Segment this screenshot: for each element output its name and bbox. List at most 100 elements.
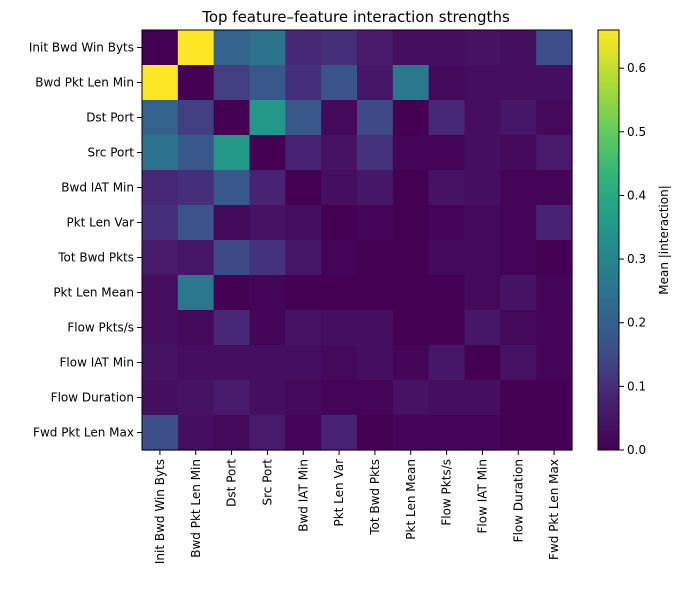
heatmap-cell xyxy=(285,345,322,381)
x-tick-labels: Init Bwd Win Byts Bwd Pkt Len Min Dst Port… xyxy=(153,450,561,564)
heatmap-cell xyxy=(464,240,501,276)
heatmap-cell xyxy=(464,205,501,241)
heatmap-cell xyxy=(285,380,322,416)
heatmap-cell xyxy=(142,310,179,346)
y-tick-label: Fwd Pkt Len Max xyxy=(33,426,134,440)
heatmap-cell xyxy=(177,135,215,171)
heatmap-cell xyxy=(392,135,430,171)
x-tick-label: Dst Port xyxy=(225,459,239,507)
heatmap-cell xyxy=(428,100,466,136)
y-tick-label: Flow Duration xyxy=(51,391,134,405)
x-tick-label: Pkt Len Mean xyxy=(404,459,418,540)
heatmap-cell xyxy=(357,380,394,416)
heatmap-cell xyxy=(142,100,179,136)
colorbar-tick-label: 0.2 xyxy=(627,316,646,330)
heatmap-cell xyxy=(536,345,573,381)
heatmap-cell xyxy=(321,65,358,101)
heatmap-cell xyxy=(357,240,394,276)
heatmap-cell xyxy=(500,205,537,241)
heatmap-cell xyxy=(392,205,430,241)
heatmap-cell xyxy=(464,345,501,381)
heatmap-cell xyxy=(357,310,394,346)
x-tick-label: Pkt Len Var xyxy=(332,459,346,527)
colorbar-tick-label: 0.0 xyxy=(627,443,646,457)
heatmap-cell xyxy=(500,30,537,66)
heatmap-cell xyxy=(249,240,286,276)
x-tick-label: Flow IAT Min xyxy=(475,459,489,533)
heatmap-cell xyxy=(392,310,430,346)
heatmap-cell xyxy=(536,240,573,276)
heatmap-cell xyxy=(357,135,394,171)
heatmap-cell xyxy=(177,380,215,416)
x-tick-label: Flow Duration xyxy=(511,459,525,542)
heatmap-cell xyxy=(464,100,501,136)
heatmap-cell xyxy=(177,345,215,381)
heatmap-cell xyxy=(357,415,394,451)
heatmap-cell xyxy=(249,345,286,381)
heatmap-cell xyxy=(213,345,251,381)
heatmap-cell xyxy=(142,240,179,276)
heatmap-cell xyxy=(536,65,573,101)
y-tick-labels: Init Bwd Win Byts Bwd Pkt Len Min Dst Port… xyxy=(29,41,142,440)
x-tick-label: Fwd Pkt Len Max xyxy=(547,459,561,560)
heatmap-cell xyxy=(321,205,358,241)
heatmap-cell xyxy=(536,205,573,241)
heatmap-cell xyxy=(213,65,251,101)
heatmap-cell xyxy=(177,275,215,311)
heatmap-cell xyxy=(285,135,322,171)
heatmap-cell xyxy=(285,100,322,136)
heatmap-cell xyxy=(428,275,466,311)
heatmap-cell xyxy=(321,135,358,171)
heatmap-cell xyxy=(177,415,215,451)
heatmap-cell xyxy=(500,380,537,416)
heatmap-cell xyxy=(177,30,215,66)
y-tick-label: Flow Pkts/s xyxy=(67,321,134,335)
heatmap-cell xyxy=(321,100,358,136)
heatmap-cell xyxy=(321,310,358,346)
colorbar-label: Mean |interaction| xyxy=(657,185,671,295)
heatmap-cell xyxy=(536,275,573,311)
heatmap-cell xyxy=(285,310,322,346)
heatmap-cell xyxy=(357,345,394,381)
heatmap-cell xyxy=(500,170,537,206)
heatmap-cell xyxy=(464,415,501,451)
colorbar-tick-label: 0.4 xyxy=(627,188,646,202)
heatmap-cell xyxy=(249,135,286,171)
heatmap-cell xyxy=(536,380,573,416)
heatmap-cell xyxy=(177,65,215,101)
heatmap-cell xyxy=(213,100,251,136)
heatmap-cell xyxy=(249,310,286,346)
heatmap-cell xyxy=(392,65,430,101)
heatmap-cell xyxy=(392,275,430,311)
heatmap-cell xyxy=(249,100,286,136)
heatmap-cell xyxy=(177,170,215,206)
y-tick-label: Src Port xyxy=(88,146,135,160)
heatmap-cell xyxy=(500,415,537,451)
heatmap-cell xyxy=(500,135,537,171)
heatmap-cell xyxy=(428,345,466,381)
heatmap-cell xyxy=(464,30,501,66)
colorbar-tick-label: 0.6 xyxy=(627,61,646,75)
heatmap-cell xyxy=(464,65,501,101)
colorbar-ticks: 0.0 0.1 0.2 0.3 0.4 0.5 0.6 xyxy=(619,61,646,457)
heatmap-cell xyxy=(536,100,573,136)
heatmap-cell xyxy=(392,30,430,66)
heatmap-cell xyxy=(392,380,430,416)
heatmap-cell xyxy=(177,240,215,276)
heatmap-cell xyxy=(428,415,466,451)
heatmap-cell xyxy=(142,170,179,206)
colorbar-tick-label: 0.3 xyxy=(627,252,646,266)
chart-title: Top feature–feature interaction strength… xyxy=(201,8,510,26)
x-tick-label: Src Port xyxy=(260,459,274,506)
heatmap-cell xyxy=(500,275,537,311)
heatmap-cell xyxy=(177,310,215,346)
heatmap-cell xyxy=(249,275,286,311)
heatmap-cell xyxy=(213,415,251,451)
plot-frame xyxy=(141,29,573,451)
heatmap-cell xyxy=(428,170,466,206)
heatmap-cell xyxy=(213,380,251,416)
heatmap-cell xyxy=(142,205,179,241)
heatmap-cell xyxy=(321,345,358,381)
heatmap-cell xyxy=(142,135,179,171)
heatmap-cell xyxy=(213,310,251,346)
